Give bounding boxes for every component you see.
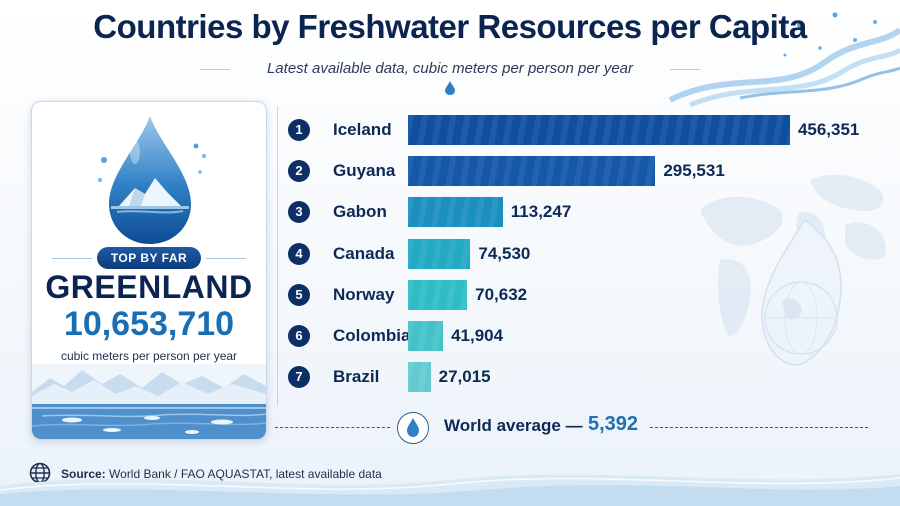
world-average-drop-icon xyxy=(397,412,429,444)
country-label: Guyana xyxy=(333,161,396,181)
rank-badge: 6 xyxy=(288,325,310,347)
bar-value-label: 70,632 xyxy=(475,284,528,304)
bottom-wave-decoration xyxy=(0,474,900,506)
source-label: Source: xyxy=(61,467,106,481)
bar-row-iceland: 1 Iceland 456,351 xyxy=(0,115,900,145)
country-label: Brazil xyxy=(333,367,380,387)
subtitle-rule-right xyxy=(670,69,700,70)
bar-value-label: 27,015 xyxy=(438,367,491,387)
source-note: Source: World Bank / FAO AQUASTAT, lates… xyxy=(61,467,382,481)
bar-value-label: 295,531 xyxy=(663,161,725,181)
bar-row-brazil: 7 Brazil 27,015 xyxy=(0,362,900,393)
top-by-far-badge: TOP BY FAR xyxy=(97,247,201,269)
water-drop-iceberg-icon xyxy=(109,116,191,244)
bar xyxy=(408,238,471,269)
highlight-unit: cubic meters per person per year xyxy=(60,349,238,363)
highlight-value: 10,653,710 xyxy=(63,305,235,343)
country-label: Norway xyxy=(333,284,395,304)
panel-divider xyxy=(277,106,278,406)
greenland-highlight-card: TOP BY FAR GREENLAND 10,653,710 cubic me… xyxy=(31,101,267,440)
badge-rule-right xyxy=(206,258,246,259)
splash-droplets-decoration xyxy=(98,143,206,182)
bar xyxy=(408,279,468,310)
rank-badge: 7 xyxy=(288,366,310,389)
bar xyxy=(408,115,790,145)
world-average-label: World average — xyxy=(444,416,583,435)
water-splash-decoration xyxy=(668,12,900,108)
bar-value-label: 41,904 xyxy=(451,326,504,345)
country-label: Gabon xyxy=(333,202,387,222)
bar xyxy=(408,156,656,187)
bar-row-gabon: 3 Gabon 113,247 xyxy=(0,197,900,228)
bar-row-guyana: 2 Guyana 295,531 xyxy=(0,156,900,187)
rank-badge: 1 xyxy=(288,119,310,141)
country-label: Iceland xyxy=(333,120,392,139)
bar xyxy=(408,321,444,351)
badge-rule-left xyxy=(52,258,92,259)
bar xyxy=(408,362,431,393)
world-average-value: 5,392 xyxy=(588,413,639,435)
bar-value-label: 74,530 xyxy=(478,243,531,263)
subtitle-rule-left xyxy=(200,69,230,70)
chart-title: Countries by Freshwater Resources per Ca… xyxy=(93,8,807,45)
highlight-country: GREENLAND xyxy=(45,269,253,305)
world-average-line-right xyxy=(650,427,868,428)
country-label: Colombia xyxy=(333,326,411,345)
rank-badge: 2 xyxy=(288,160,310,183)
chart-subtitle: Latest available data, cubic meters per … xyxy=(266,60,634,77)
country-label: Canada xyxy=(333,243,395,263)
rank-badge: 5 xyxy=(288,283,310,306)
rank-badge: 4 xyxy=(288,242,310,265)
source-text: World Bank / FAO AQUASTAT, latest availa… xyxy=(109,467,382,481)
arctic-landscape-illustration xyxy=(32,364,266,439)
world-map-globe-decoration xyxy=(700,174,886,366)
bar-value-label: 113,247 xyxy=(510,202,572,222)
rank-badge: 3 xyxy=(288,201,310,224)
bar-row-canada: 4 Canada 74,530 xyxy=(0,238,900,269)
water-drop-icon xyxy=(445,81,455,95)
bar-row-norway: 5 Norway 70,632 xyxy=(0,279,900,310)
world-average-line-left xyxy=(275,427,390,428)
bar-value-label: 456,351 xyxy=(797,120,860,139)
bar xyxy=(408,197,503,228)
bar-row-colombia: 6 Colombia 41,904 xyxy=(0,321,900,351)
